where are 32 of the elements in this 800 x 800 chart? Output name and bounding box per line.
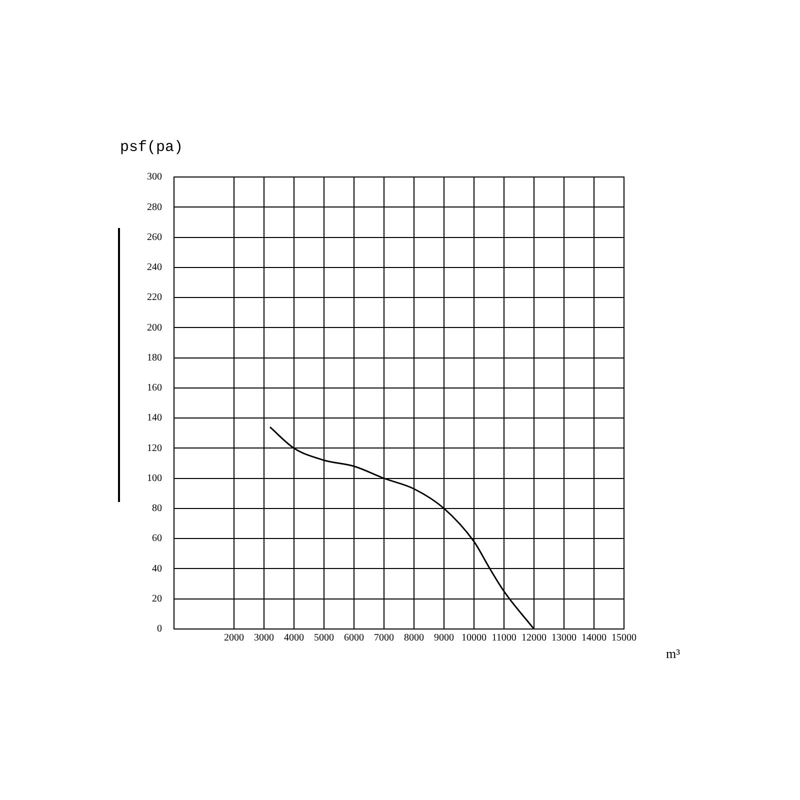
y-tick-label: 180	[147, 352, 162, 364]
x-tick-label: 8000	[404, 632, 424, 644]
x-tick-label: 14000	[582, 632, 606, 644]
x-tick-label: 11000	[492, 632, 516, 644]
y-tick-label: 260	[147, 232, 162, 243]
x-tick-label: 15000	[612, 632, 636, 644]
y-tick-label: 280	[147, 202, 162, 213]
x-tick-label: 5000	[314, 632, 334, 644]
x-tick-label: 12000	[522, 632, 546, 644]
x-tick-label: 10000	[462, 632, 486, 644]
x-axis-title: m³	[666, 646, 680, 661]
y-axis-title: psf(pa)	[120, 139, 184, 156]
x-tick-label: 4000	[284, 632, 304, 644]
x-tick-label: 9000	[434, 632, 454, 644]
x-tick-label: 2000	[224, 632, 244, 644]
y-tick-label: 240	[147, 262, 162, 274]
x-tick-label: 6000	[344, 632, 364, 644]
y-tick-label: 40	[152, 563, 162, 574]
y-tick-label: 0	[157, 624, 162, 635]
y-tick-label: 60	[152, 533, 162, 544]
y-tick-label: 200	[147, 322, 162, 334]
y-tick-label: 160	[147, 382, 162, 394]
y-tick-label: 140	[147, 412, 162, 424]
x-tick-label: 13000	[552, 632, 576, 644]
x-tick-label: 3000	[254, 632, 274, 644]
y-tick-label: 300	[147, 172, 162, 183]
x-tick-label: 7000	[374, 632, 394, 644]
y-tick-label: 20	[152, 593, 162, 604]
y-tick-label: 80	[152, 503, 162, 514]
y-tick-label: 100	[147, 472, 162, 484]
y-tick-label: 120	[147, 442, 162, 454]
y-tick-label: 220	[147, 292, 162, 304]
